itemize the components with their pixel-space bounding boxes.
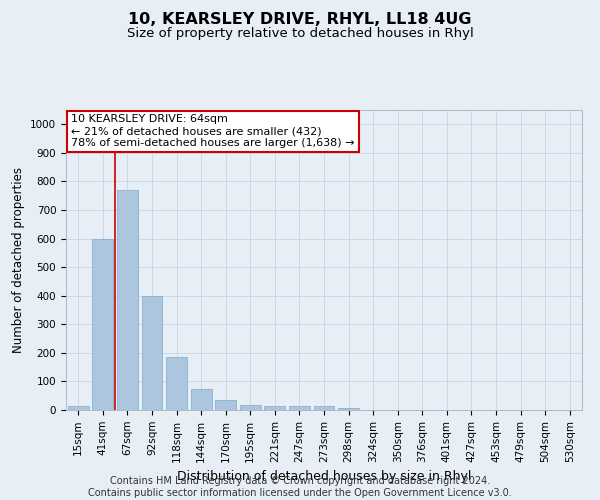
Bar [215, 400, 236, 410]
Bar [265, 406, 286, 410]
Bar [166, 357, 187, 410]
Y-axis label: Number of detached properties: Number of detached properties [11, 167, 25, 353]
Bar [240, 405, 261, 410]
Text: 10 KEARSLEY DRIVE: 64sqm
← 21% of detached houses are smaller (432)
78% of semi-: 10 KEARSLEY DRIVE: 64sqm ← 21% of detach… [71, 114, 355, 148]
X-axis label: Distribution of detached houses by size in Rhyl: Distribution of detached houses by size … [177, 470, 471, 483]
Text: Contains HM Land Registry data © Crown copyright and database right 2024.
Contai: Contains HM Land Registry data © Crown c… [88, 476, 512, 498]
Bar [289, 406, 310, 410]
Bar [314, 406, 334, 410]
Text: 10, KEARSLEY DRIVE, RHYL, LL18 4UG: 10, KEARSLEY DRIVE, RHYL, LL18 4UG [128, 12, 472, 28]
Bar [117, 190, 138, 410]
Bar [338, 408, 359, 410]
Text: Size of property relative to detached houses in Rhyl: Size of property relative to detached ho… [127, 28, 473, 40]
Bar [68, 406, 89, 410]
Bar [191, 388, 212, 410]
Bar [92, 238, 113, 410]
Bar [142, 296, 163, 410]
